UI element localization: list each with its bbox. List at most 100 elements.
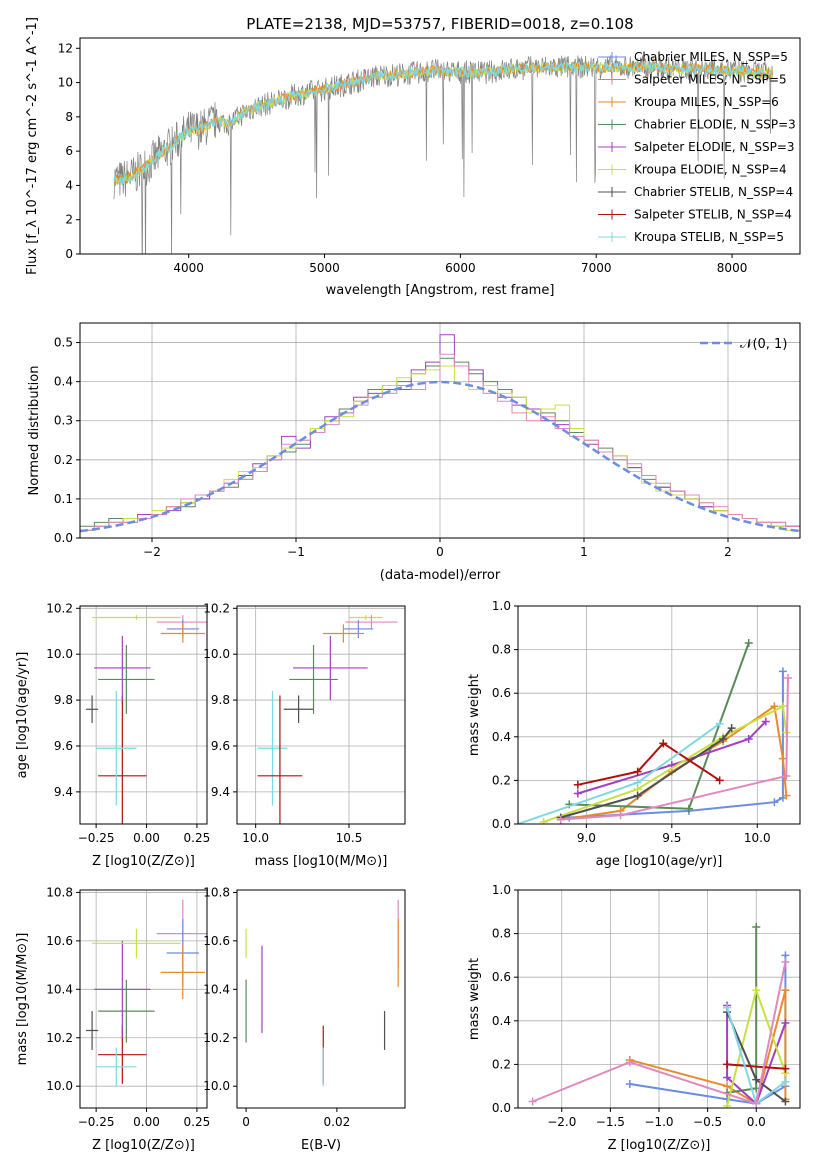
spectrum-y-label: Flux [f_λ 10^-17 erg cm^-2 s^-1 A^-1]	[25, 17, 40, 275]
y-tick-label: 8	[65, 110, 73, 124]
legend-entry: Chabrier ELODIE, N_SSP=3	[634, 118, 796, 132]
x-tick-label: −1	[287, 545, 305, 559]
weight-point-marker	[727, 724, 736, 733]
gaussian-curve	[80, 380, 800, 533]
spectrum-x-label: wavelength [Angstrom, rest frame]	[326, 283, 555, 298]
y-tick-label: 0.4	[54, 375, 73, 389]
plot-area	[113, 54, 774, 254]
x-tick-label: 0.25	[184, 1115, 211, 1129]
y-tick-label: 4	[65, 178, 73, 192]
spectrum-title: PLATE=2138, MJD=53757, FIBERID=0018, z=0…	[246, 15, 633, 33]
weight-point-marker	[770, 798, 779, 807]
x-tick-label: 1	[580, 545, 588, 559]
weight-point-marker	[784, 673, 793, 682]
x-tick-label: −1.0	[644, 1115, 673, 1129]
y-tick-label: 10.2	[203, 601, 230, 615]
weight-z-x-label: Z [log10(Z/Z⊙)]	[608, 1138, 711, 1153]
legend-entry: Kroupa ELODIE, N_SSP=4	[634, 163, 787, 177]
y-tick-label: 10.2	[46, 601, 73, 615]
y-tick-label: 0	[65, 247, 73, 261]
weight-age-y-label: mass weight	[467, 674, 482, 756]
y-tick-label: 2	[65, 213, 73, 227]
legend-entry: Kroupa STELIB, N_SSP=5	[634, 230, 784, 244]
weight-point-marker	[573, 780, 582, 789]
x-tick-label: 6000	[445, 261, 476, 275]
y-tick-label: 0.2	[54, 453, 73, 467]
y-tick-label: 10.4	[46, 982, 73, 996]
y-tick-label: 10.6	[203, 934, 230, 948]
z-age-y-label: age [log10(age/yr)]	[15, 652, 30, 779]
z-mass-x-label: Z [log10(Z/Z⊙)]	[92, 1138, 195, 1153]
y-tick-label: 10.0	[203, 1079, 230, 1093]
legend-entry: 𝒩(0, 1)	[740, 337, 787, 352]
y-tick-label: 10.6	[46, 934, 73, 948]
ebv-x-label: E(B-V)	[301, 1138, 341, 1153]
weight-point-marker	[778, 754, 787, 763]
weight-point-marker	[723, 1101, 732, 1108]
y-tick-label: 9.4	[211, 785, 230, 799]
plot-area	[518, 890, 800, 1108]
y-tick-label: 0.0	[492, 817, 511, 831]
weight-point-marker	[715, 719, 724, 728]
weight-point-marker	[744, 734, 753, 743]
y-tick-label: 10	[58, 76, 73, 90]
legend-entry: Salpeter MILES, N_SSP=5	[634, 73, 787, 87]
y-tick-label: 10.8	[46, 885, 73, 899]
y-tick-label: 0.2	[492, 1057, 511, 1071]
axes-frame	[517, 605, 801, 825]
weight-point-marker	[770, 702, 779, 711]
weight-point-marker	[684, 804, 693, 813]
weight-point-marker	[625, 1058, 634, 1067]
y-tick-label: 10.2	[203, 1031, 230, 1045]
y-tick-label: 0.6	[492, 970, 511, 984]
legend-entry: Chabrier STELIB, N_SSP=4	[634, 185, 793, 199]
x-tick-label: 0.02	[324, 1115, 351, 1129]
y-tick-label: 1.0	[492, 599, 511, 613]
plot-area	[237, 606, 405, 824]
weight-point-marker	[752, 923, 761, 932]
plot-area	[80, 890, 207, 1108]
y-tick-label: 9.8	[211, 693, 230, 707]
x-tick-label: 0.25	[184, 831, 211, 845]
weight-point-marker	[528, 1097, 537, 1106]
weight-point-marker	[781, 1018, 790, 1027]
y-tick-label: 0.8	[492, 927, 511, 941]
chart-panels: 4000 5000 6000 7000 8000024681012wavelength …	[15, 17, 801, 1153]
x-tick-label: 10.5	[336, 831, 363, 845]
y-tick-label: 10.0	[203, 647, 230, 661]
axes-frame	[236, 889, 406, 1109]
y-tick-label: 0.6	[492, 686, 511, 700]
plot-area	[245, 899, 399, 1087]
y-tick-label: 6	[65, 144, 73, 158]
weight-series-line	[532, 961, 787, 1105]
weight-point-marker	[781, 986, 790, 995]
weight-point-marker	[781, 1064, 790, 1073]
x-tick-label: 0.0	[747, 1115, 766, 1129]
x-tick-label: −0.25	[78, 1115, 115, 1129]
y-tick-label: 0.0	[492, 1101, 511, 1115]
legend-entry: Kroupa MILES, N_SSP=6	[634, 95, 779, 109]
x-tick-label: −0.25	[78, 831, 115, 845]
weight-point-marker	[719, 734, 728, 743]
weight-point-marker	[633, 791, 642, 800]
hist-x-label: (data-model)/error	[380, 568, 501, 583]
y-tick-label: 9.6	[54, 739, 73, 753]
x-tick-label: 0.00	[133, 1115, 160, 1129]
weight-point-marker	[573, 789, 582, 798]
x-tick-label: 0.00	[133, 831, 160, 845]
weight-point-marker	[723, 1003, 732, 1012]
weight-series-line	[727, 1063, 786, 1070]
y-tick-label: 10.2	[46, 1031, 73, 1045]
y-tick-label: 0.5	[54, 336, 73, 350]
plot-area	[80, 323, 800, 538]
x-tick-label: 10.0	[242, 831, 269, 845]
weight-point-marker	[782, 791, 791, 800]
weight-point-marker	[556, 815, 565, 824]
weight-point-marker	[744, 639, 753, 648]
weight-series-line	[577, 741, 721, 786]
axes-frame	[79, 889, 208, 1109]
x-tick-label: 4000	[173, 261, 204, 275]
x-tick-label: 9.0	[577, 831, 596, 845]
legend-entry: Salpeter STELIB, N_SSP=4	[634, 208, 792, 222]
x-tick-label: −1.5	[596, 1115, 625, 1129]
